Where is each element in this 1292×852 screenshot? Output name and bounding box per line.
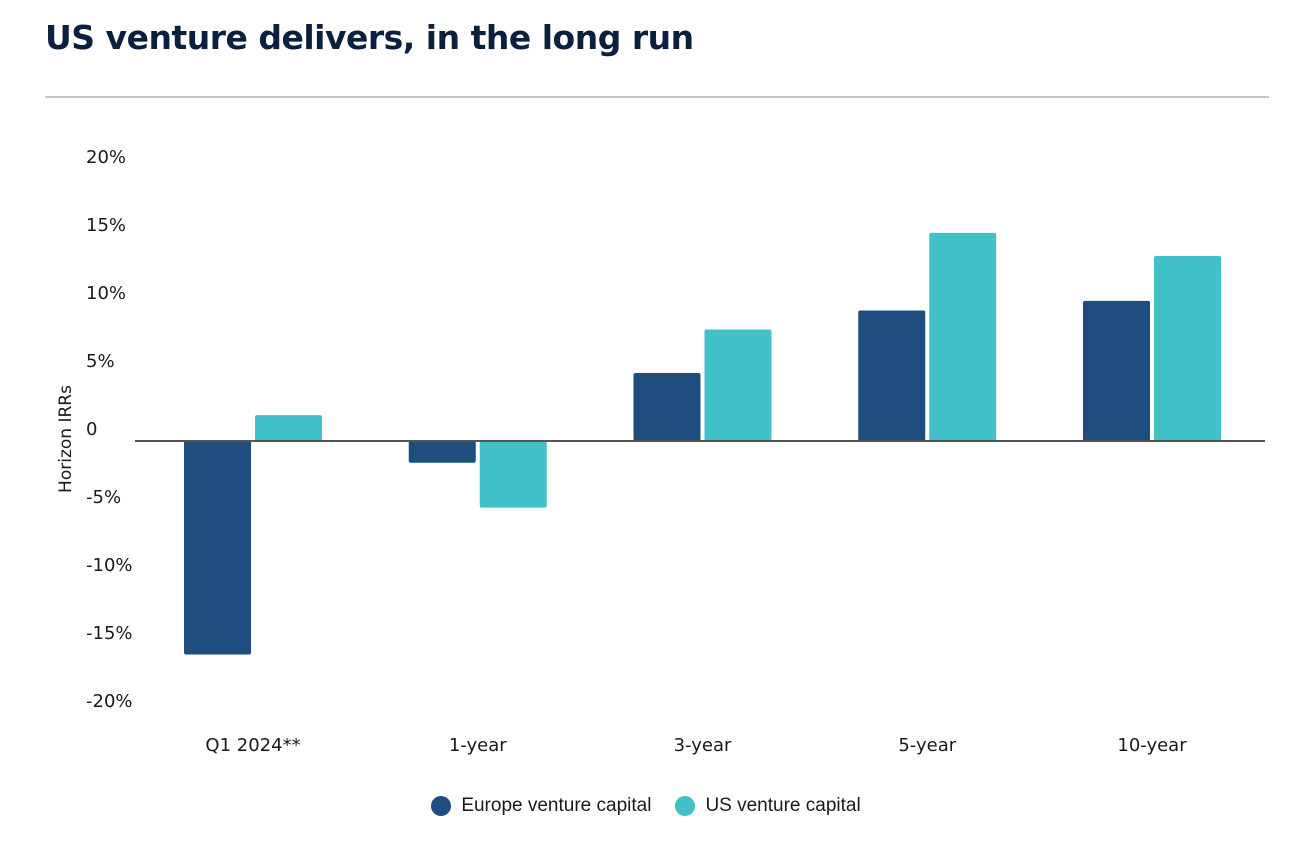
y-tick-label: 20% bbox=[86, 147, 126, 168]
bar-us-4 bbox=[1154, 256, 1221, 441]
legend-item-us: US venture capital bbox=[675, 795, 861, 817]
y-axis-ticks: 20% 15% 10% 5% 0 -5% -10% -15% -20% bbox=[86, 147, 133, 712]
legend: Europe venture capital US venture capita… bbox=[0, 795, 1292, 817]
legend-item-europe: Europe venture capital bbox=[431, 795, 651, 817]
legend-swatch-us bbox=[675, 796, 696, 816]
bars bbox=[184, 232, 1221, 655]
bar-europe-2 bbox=[633, 373, 701, 441]
bar-us-3 bbox=[929, 232, 997, 441]
y-tick-label: 0 bbox=[86, 419, 97, 440]
y-tick-label: 5% bbox=[86, 351, 115, 372]
x-category-label: Q1 2024** bbox=[205, 735, 300, 756]
bar-europe-1 bbox=[408, 441, 476, 463]
bar-chart: 20% 15% 10% 5% 0 -5% -10% -15% -20% Horizon IRRs… bbox=[56, 147, 1265, 756]
y-tick-label: 10% bbox=[86, 283, 126, 304]
bar-europe-0 bbox=[184, 441, 251, 655]
title-divider bbox=[45, 96, 1269, 98]
bar-europe-4 bbox=[1083, 300, 1150, 441]
legend-label-us: US venture capital bbox=[705, 795, 861, 816]
x-category-label: 3-year bbox=[674, 735, 732, 756]
y-tick-label: -15% bbox=[86, 623, 133, 644]
x-category-label: 1-year bbox=[449, 735, 507, 756]
chart-title: US venture delivers, in the long run bbox=[45, 18, 694, 57]
y-tick-label: -5% bbox=[86, 487, 121, 508]
y-tick-label: -20% bbox=[86, 691, 133, 712]
bar-us-0 bbox=[255, 415, 322, 441]
y-tick-label: -10% bbox=[86, 555, 133, 576]
x-axis-categories: Q1 2024** 1-year 3-year 5-year 10-year bbox=[205, 735, 1187, 756]
legend-swatch-europe bbox=[431, 796, 452, 816]
bar-us-2 bbox=[704, 329, 772, 441]
x-category-label: 5-year bbox=[898, 735, 956, 756]
x-category-label: 10-year bbox=[1117, 735, 1187, 756]
y-axis-label: Horizon IRRs bbox=[56, 385, 76, 493]
legend-label-europe: Europe venture capital bbox=[461, 795, 652, 816]
bar-europe-3 bbox=[858, 310, 926, 441]
y-tick-label: 15% bbox=[86, 215, 126, 236]
bar-us-1 bbox=[479, 441, 547, 508]
